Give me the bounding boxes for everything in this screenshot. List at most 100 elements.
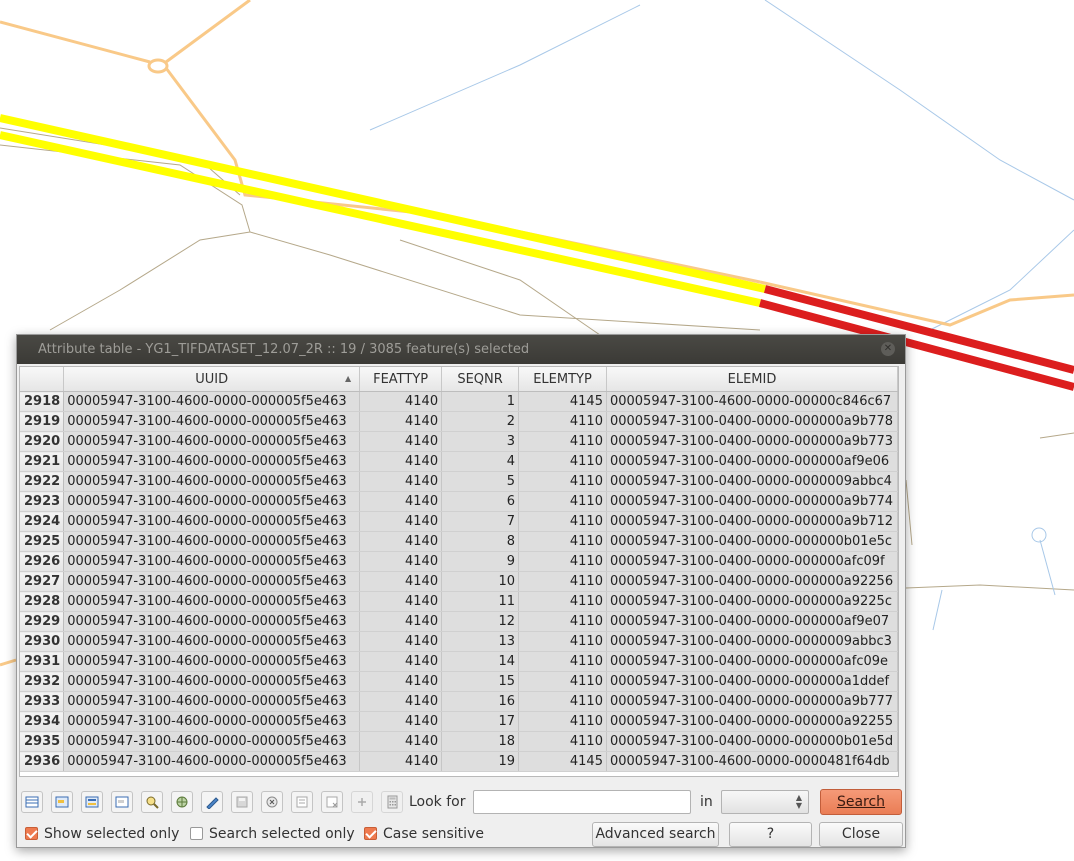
cell-uuid[interactable]: 00005947-3100-4600-0000-000005f5e463 <box>63 591 361 612</box>
select-all-button[interactable] <box>51 791 73 813</box>
cell-elemid[interactable]: 00005947-3100-0400-0000-000000a9b773 <box>606 431 898 452</box>
row-number[interactable]: 2929 <box>20 611 65 632</box>
checkbox-box[interactable] <box>25 827 38 840</box>
cell-seqnr[interactable]: 5 <box>441 471 520 492</box>
table-row[interactable]: 2921 00005947-3100-4600-0000-000005f5e463… <box>20 451 898 472</box>
row-number[interactable]: 2933 <box>20 691 65 712</box>
row-number[interactable]: 2921 <box>20 451 65 472</box>
row-number[interactable]: 2919 <box>20 411 65 432</box>
search-input[interactable] <box>473 790 691 814</box>
cell-seqnr[interactable]: 4 <box>441 451 520 472</box>
toggle-edit-button[interactable] <box>201 791 223 813</box>
cell-feattyp[interactable]: 4140 <box>359 471 443 492</box>
cell-uuid[interactable]: 00005947-3100-4600-0000-000005f5e463 <box>63 731 361 752</box>
cell-elemid[interactable]: 00005947-3100-0400-0000-000000a92256 <box>606 571 898 592</box>
field-select[interactable]: ▲ ▼ <box>721 790 809 814</box>
cell-uuid[interactable]: 00005947-3100-4600-0000-000005f5e463 <box>63 411 361 432</box>
cell-elemtyp[interactable]: 4110 <box>518 691 607 712</box>
window-titlebar[interactable]: Attribute table - YG1_TIFDATASET_12.07_2… <box>17 335 905 364</box>
table-row[interactable]: 2930 00005947-3100-4600-0000-000005f5e463… <box>20 631 898 652</box>
column-header-seqnr[interactable]: SEQNR <box>441 367 520 392</box>
cell-uuid[interactable]: 00005947-3100-4600-0000-000005f5e463 <box>63 531 361 552</box>
cell-elemid[interactable]: 00005947-3100-0400-0000-000000a9225c <box>606 591 898 612</box>
cell-seqnr[interactable]: 18 <box>441 731 520 752</box>
table-row[interactable]: 2935 00005947-3100-4600-0000-000005f5e463… <box>20 731 898 752</box>
delete-column-button[interactable] <box>321 791 343 813</box>
row-number[interactable]: 2924 <box>20 511 65 532</box>
row-number[interactable]: 2927 <box>20 571 65 592</box>
cell-elemid[interactable]: 00005947-3100-0400-0000-000000a9b712 <box>606 511 898 532</box>
cell-uuid[interactable]: 00005947-3100-4600-0000-000005f5e463 <box>63 631 361 652</box>
corner-header[interactable] <box>20 367 65 392</box>
cell-seqnr[interactable]: 6 <box>441 491 520 512</box>
cell-elemid[interactable]: 00005947-3100-0400-0000-000000a9b774 <box>606 491 898 512</box>
zoom-to-selection-button[interactable] <box>141 791 163 813</box>
field-calculator-button[interactable] <box>381 791 403 813</box>
cell-elemid[interactable]: 00005947-3100-0400-0000-000000afc09e <box>606 651 898 672</box>
cell-seqnr[interactable]: 17 <box>441 711 520 732</box>
cell-seqnr[interactable]: 9 <box>441 551 520 572</box>
cell-elemid[interactable]: 00005947-3100-0400-0000-000000afc09f <box>606 551 898 572</box>
close-button[interactable]: Close <box>819 822 903 847</box>
table-row[interactable]: 2919 00005947-3100-4600-0000-000005f5e463… <box>20 411 898 432</box>
cell-elemtyp[interactable]: 4110 <box>518 511 607 532</box>
row-number[interactable]: 2922 <box>20 471 65 492</box>
attribute-table[interactable]: UUID ▲ FEATTYP SEQNR ELEMTYP ELEMID 2918 0… <box>19 366 899 777</box>
cell-uuid[interactable]: 00005947-3100-4600-0000-000005f5e463 <box>63 471 361 492</box>
delete-feature-button[interactable] <box>261 791 283 813</box>
cell-seqnr[interactable]: 10 <box>441 571 520 592</box>
table-row[interactable]: 2933 00005947-3100-4600-0000-000005f5e463… <box>20 691 898 712</box>
table-row[interactable]: 2934 00005947-3100-4600-0000-000005f5e463… <box>20 711 898 732</box>
cell-feattyp[interactable]: 4140 <box>359 671 443 692</box>
cell-seqnr[interactable]: 13 <box>441 631 520 652</box>
cell-seqnr[interactable]: 12 <box>441 611 520 632</box>
cell-uuid[interactable]: 00005947-3100-4600-0000-000005f5e463 <box>63 751 361 772</box>
cell-uuid[interactable]: 00005947-3100-4600-0000-000005f5e463 <box>63 611 361 632</box>
row-number[interactable]: 2930 <box>20 631 65 652</box>
row-number[interactable]: 2925 <box>20 531 65 552</box>
pan-to-selection-button[interactable] <box>171 791 193 813</box>
cell-elemid[interactable]: 00005947-3100-4600-0000-00000c846c67 <box>606 391 898 412</box>
row-number[interactable]: 2934 <box>20 711 65 732</box>
cell-seqnr[interactable]: 1 <box>441 391 520 412</box>
cell-elemid[interactable]: 00005947-3100-0400-0000-000000af9e07 <box>606 611 898 632</box>
cell-elemtyp[interactable]: 4110 <box>518 451 607 472</box>
checkbox-box[interactable] <box>190 827 203 840</box>
table-row[interactable]: 2924 00005947-3100-4600-0000-000005f5e463… <box>20 511 898 532</box>
cell-uuid[interactable]: 00005947-3100-4600-0000-000005f5e463 <box>63 671 361 692</box>
cell-elemid[interactable]: 00005947-3100-0400-0000-0000009abbc4 <box>606 471 898 492</box>
advanced-search-button[interactable]: Advanced search <box>592 822 719 847</box>
table-row[interactable]: 2920 00005947-3100-4600-0000-000005f5e463… <box>20 431 898 452</box>
column-header-uuid[interactable]: UUID ▲ <box>63 367 361 392</box>
table-row[interactable]: 2926 00005947-3100-4600-0000-000005f5e463… <box>20 551 898 572</box>
cell-uuid[interactable]: 00005947-3100-4600-0000-000005f5e463 <box>63 711 361 732</box>
search-button[interactable]: Search <box>820 789 902 815</box>
cell-elemtyp[interactable]: 4110 <box>518 591 607 612</box>
case-sensitive-checkbox[interactable]: Case sensitive <box>364 826 484 842</box>
cell-seqnr[interactable]: 7 <box>441 511 520 532</box>
cell-elemid[interactable]: 00005947-3100-0400-0000-000000a9b778 <box>606 411 898 432</box>
cell-uuid[interactable]: 00005947-3100-4600-0000-000005f5e463 <box>63 491 361 512</box>
cell-elemtyp[interactable]: 4145 <box>518 751 607 772</box>
checkbox-box[interactable] <box>364 827 377 840</box>
cell-elemid[interactable]: 00005947-3100-0400-0000-000000af9e06 <box>606 451 898 472</box>
table-row[interactable]: 2918 00005947-3100-4600-0000-000005f5e463… <box>20 391 898 412</box>
cell-feattyp[interactable]: 4140 <box>359 631 443 652</box>
cell-feattyp[interactable]: 4140 <box>359 611 443 632</box>
cell-seqnr[interactable]: 16 <box>441 691 520 712</box>
deselect-button[interactable] <box>111 791 133 813</box>
cell-elemid[interactable]: 00005947-3100-0400-0000-000000a92255 <box>606 711 898 732</box>
attribute-table-window[interactable]: Attribute table - YG1_TIFDATASET_12.07_2… <box>16 334 906 848</box>
column-header-elemtyp[interactable]: ELEMTYP <box>518 367 607 392</box>
cell-feattyp[interactable]: 4140 <box>359 431 443 452</box>
table-row[interactable]: 2932 00005947-3100-4600-0000-000005f5e463… <box>20 671 898 692</box>
cell-seqnr[interactable]: 11 <box>441 591 520 612</box>
save-edits-button[interactable] <box>231 791 253 813</box>
cell-feattyp[interactable]: 4140 <box>359 411 443 432</box>
cell-elemtyp[interactable]: 4110 <box>518 551 607 572</box>
cell-feattyp[interactable]: 4140 <box>359 511 443 532</box>
cell-elemtyp[interactable]: 4110 <box>518 711 607 732</box>
cell-feattyp[interactable]: 4140 <box>359 551 443 572</box>
cell-feattyp[interactable]: 4140 <box>359 571 443 592</box>
cell-uuid[interactable]: 00005947-3100-4600-0000-000005f5e463 <box>63 391 361 412</box>
